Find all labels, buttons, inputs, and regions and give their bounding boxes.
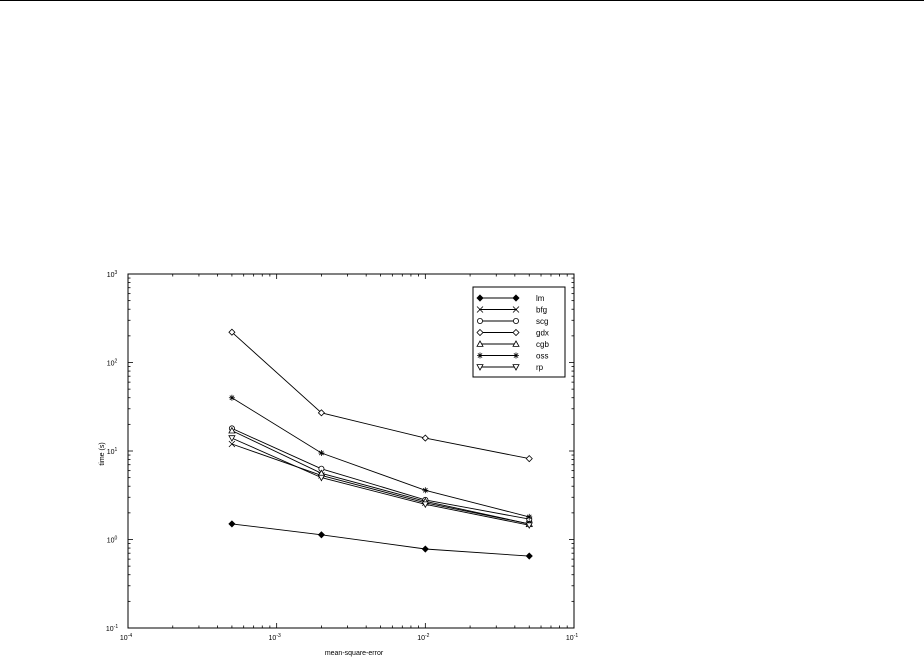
y-axis-label: time (s): [99, 442, 106, 465]
legend-label: bfg: [536, 306, 547, 315]
legend-label: lm: [536, 294, 545, 303]
legend-entry-rp: rp: [476, 363, 544, 372]
point-marker: [422, 487, 429, 494]
legend-entry-cgb: cgb: [476, 340, 549, 349]
point-marker: [525, 522, 533, 530]
point-marker: [525, 455, 533, 463]
legend-label: gdx: [536, 329, 549, 338]
x-tick-label-exponent: -4: [128, 633, 133, 639]
point-marker: [476, 294, 484, 302]
point-marker: [228, 435, 236, 442]
point-marker: [512, 364, 520, 371]
y-tick-label: 10-1: [106, 624, 118, 633]
x-tick-label: 10-3: [269, 633, 281, 642]
series-bfg: [228, 440, 533, 528]
x-tick-label: 10-2: [417, 633, 429, 642]
x-tick-label: 10-1: [566, 633, 578, 642]
legend-label: oss: [536, 352, 548, 361]
point-marker: [228, 394, 235, 401]
legend-entry-oss: oss: [477, 352, 548, 361]
y-tick-label: 100: [107, 536, 118, 545]
series-rp: [228, 435, 533, 530]
x-tick-label-exponent: -2: [425, 633, 430, 639]
point-marker: [512, 306, 520, 313]
point-marker: [317, 531, 325, 539]
point-marker: [228, 426, 236, 434]
point-marker: [228, 440, 236, 448]
point-marker: [421, 545, 429, 553]
series-line-cgb: [231, 430, 530, 525]
point-marker: [476, 317, 483, 324]
point-marker: [317, 409, 325, 417]
legend-entry-lm: lm: [476, 294, 545, 303]
series-line-oss: [231, 397, 530, 518]
legend-label: cgb: [536, 340, 549, 349]
point-marker: [317, 474, 326, 482]
axis-ticks: [127, 274, 574, 629]
point-marker: [512, 328, 520, 337]
y-tick-label-exponent: -1: [114, 624, 119, 630]
point-marker: [318, 449, 325, 456]
series-line-scg: [231, 427, 530, 520]
legend-label: scg: [536, 317, 548, 326]
y-tick-label-exponent: 3: [115, 270, 118, 276]
legend: lm bfg scg gdx cgb oss rp: [472, 286, 566, 378]
x-tick-label-exponent: -1: [574, 633, 579, 639]
series-lines: [228, 328, 533, 560]
legend-entry-gdx: gdx: [476, 328, 549, 338]
series-line-lm: [231, 523, 530, 557]
point-marker: [228, 328, 236, 336]
series-line-bfg: [231, 443, 530, 525]
point-marker: [421, 434, 429, 442]
point-marker: [476, 364, 484, 371]
point-marker: [513, 352, 519, 359]
point-marker: [477, 352, 483, 359]
top-rule: [0, 0, 924, 1]
point-marker: [476, 328, 484, 337]
point-marker: [228, 520, 236, 528]
point-marker: [421, 501, 430, 509]
y-tick-label-exponent: 1: [115, 447, 118, 453]
series-line-rp: [231, 437, 530, 526]
legend-entry-scg: scg: [476, 317, 548, 326]
y-tick-label-exponent: 0: [115, 536, 118, 542]
point-marker: [476, 340, 484, 347]
x-tick-label-exponent: -3: [276, 633, 281, 639]
legend-label: rp: [536, 363, 544, 372]
y-tick-label: 103: [107, 270, 118, 279]
legend-entry-bfg: bfg: [476, 306, 547, 315]
series-lm: [228, 520, 533, 560]
point-marker: [525, 552, 533, 560]
x-axis-label: mean-square-error: [325, 650, 384, 657]
point-marker: [513, 317, 520, 324]
x-tick-label: 10-4: [120, 633, 132, 642]
y-tick-label: 101: [107, 447, 118, 456]
series-gdx: [228, 328, 533, 463]
point-marker: [476, 306, 484, 313]
point-marker: [512, 340, 520, 347]
series-scg: [228, 425, 533, 523]
point-marker: [526, 513, 533, 520]
series-oss: [228, 394, 533, 520]
y-tick-label: 102: [107, 359, 118, 368]
y-tick-label-exponent: 2: [115, 359, 118, 365]
series-line-gdx: [231, 331, 530, 460]
point-marker: [512, 294, 520, 302]
